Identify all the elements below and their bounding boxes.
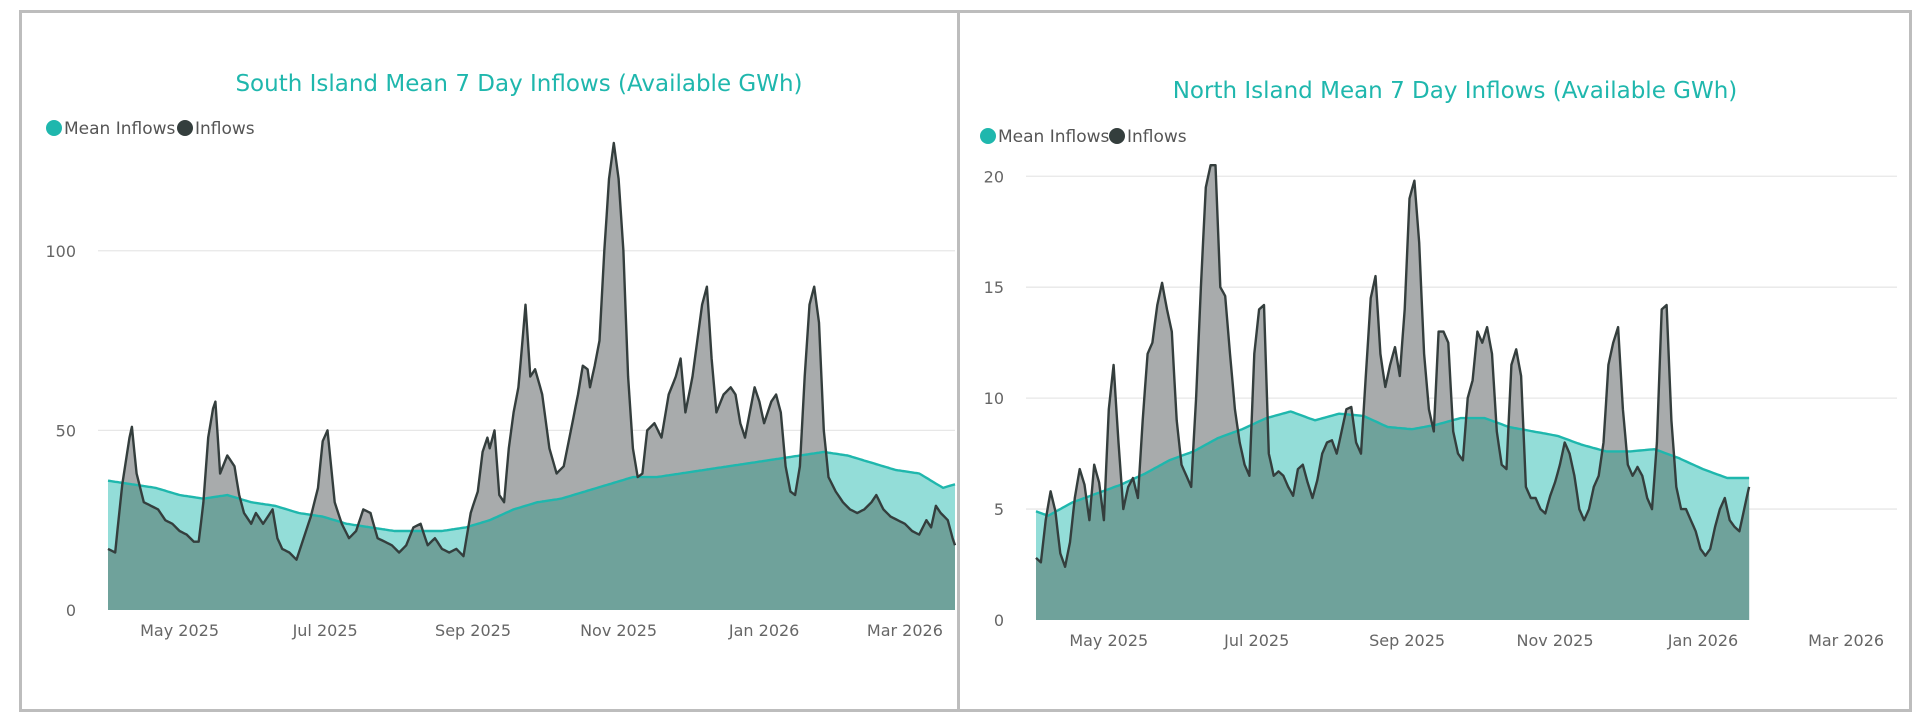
legend-label-mean: Mean Inflows	[998, 127, 1110, 147]
legend[interactable]: Mean Inflows Inflows	[980, 127, 1187, 147]
legend-marker-mean	[980, 128, 996, 144]
y-tick-label: 15	[984, 278, 1004, 297]
x-tick-label: Mar 2026	[1808, 631, 1884, 650]
legend-label-mean: Mean Inflows	[64, 119, 176, 139]
x-tick-label: Nov 2025	[1517, 631, 1594, 650]
y-tick-label: 100	[45, 242, 76, 261]
legend-marker-inflows	[177, 120, 193, 136]
x-tick-label: Sep 2025	[1369, 631, 1445, 650]
inflows-line[interactable]	[107, 141, 957, 561]
y-axis: 0 5 10 15 20	[984, 167, 1004, 630]
overlap-area	[108, 451, 955, 610]
overlap-area	[1036, 414, 1750, 620]
y-tick-label: 20	[984, 167, 1004, 186]
chart-title: South Island Mean 7 Day Inflows (Availab…	[235, 71, 802, 97]
x-tick-label: May 2025	[140, 621, 219, 640]
x-tick-label: Jul 2025	[1223, 631, 1289, 650]
north-island-chart-panel: North Island Mean 7 Day Inflows (Availab…	[957, 10, 1912, 712]
x-tick-label: Sep 2025	[435, 621, 511, 640]
x-tick-label: May 2025	[1069, 631, 1148, 650]
x-tick-label: Jan 2026	[1667, 631, 1738, 650]
x-axis: May 2025 Jul 2025 Sep 2025 Nov 2025 Jan 2026…	[140, 621, 943, 640]
legend[interactable]: Mean Inflows Inflows	[46, 119, 255, 139]
y-tick-label: 0	[994, 611, 1004, 630]
x-tick-label: Jan 2026	[728, 621, 799, 640]
x-tick-label: Jul 2025	[292, 621, 358, 640]
south-island-chart: South Island Mean 7 Day Inflows (Availab…	[45, 71, 957, 640]
mean-inflows-line[interactable]	[1035, 410, 1750, 517]
mean-inflows-line[interactable]	[107, 450, 956, 533]
x-axis: May 2025 Jul 2025 Sep 2025 Nov 2025 Jan 2026…	[1069, 631, 1884, 650]
chart-title: North Island Mean 7 Day Inflows (Availab…	[1173, 78, 1738, 104]
inflows-line[interactable]	[1035, 164, 1751, 568]
legend-label-inflows: Inflows	[195, 119, 255, 139]
y-tick-label: 0	[66, 601, 76, 620]
north-island-chart: North Island Mean 7 Day Inflows (Availab…	[980, 78, 1897, 650]
y-tick-label: 5	[994, 500, 1004, 519]
plot-area	[1035, 164, 1751, 620]
y-tick-label: 10	[984, 389, 1004, 408]
legend-marker-mean	[46, 120, 62, 136]
y-axis: 0 50 100	[45, 242, 76, 620]
legend-marker-inflows	[1109, 128, 1125, 144]
x-tick-label: Mar 2026	[867, 621, 943, 640]
y-tick-label: 50	[56, 421, 76, 440]
plot-area	[107, 141, 957, 610]
legend-label-inflows: Inflows	[1127, 127, 1187, 147]
x-tick-label: Nov 2025	[580, 621, 657, 640]
south-island-chart-panel: South Island Mean 7 Day Inflows (Availab…	[19, 10, 963, 712]
